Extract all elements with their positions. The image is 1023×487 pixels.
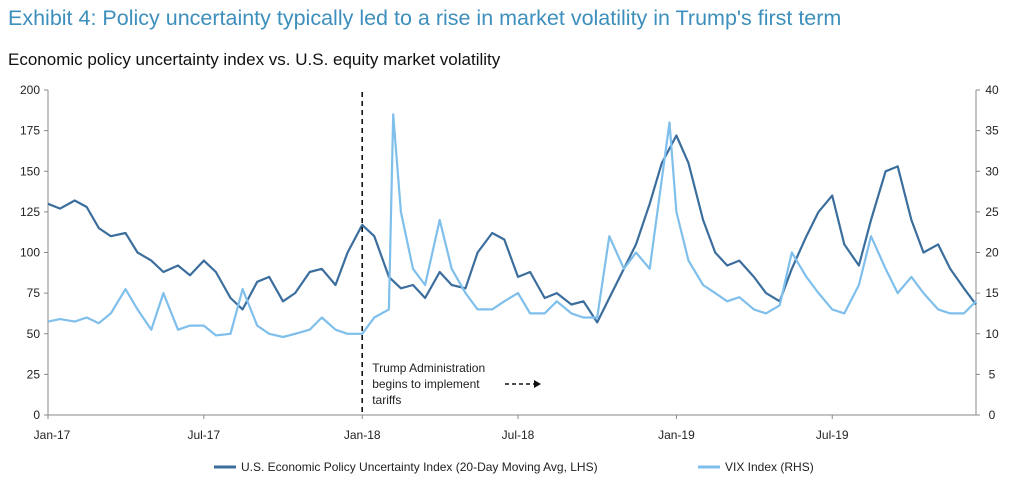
y-left-tick-label: 50 <box>27 327 41 341</box>
x-tick-label: Jul-17 <box>187 428 220 442</box>
y-left-tick-label: 75 <box>27 286 41 300</box>
y-left-tick-label: 200 <box>20 83 40 97</box>
legend-vix-label: VIX Index (RHS) <box>725 460 814 474</box>
y-right-tick-label: 10 <box>985 327 999 341</box>
vix-series-line <box>47 113 977 339</box>
y-left-tick-label: 125 <box>20 205 40 219</box>
chart-title: Exhibit 4: Policy uncertainty typically … <box>8 6 842 30</box>
epu-series-line <box>47 134 977 324</box>
y-left-tick-label: 100 <box>20 246 40 260</box>
y-right-tick-label: 5 <box>989 367 996 381</box>
annotation-text-line: tariffs <box>372 393 401 407</box>
annotation-arrowhead <box>534 380 541 388</box>
annotation-text-line: begins to implement <box>372 377 480 391</box>
legend-group: U.S. Economic Policy Uncertainty Index (… <box>214 460 814 474</box>
legend-epu-label: U.S. Economic Policy Uncertainty Index (… <box>241 460 598 474</box>
annotation-group: Trump Administration begins to implement t… <box>361 92 541 415</box>
y-right-tick-label: 35 <box>985 124 999 138</box>
chart-subtitle: Economic policy uncertainty index vs. U.… <box>8 50 501 69</box>
y-right-tick-label: 30 <box>985 164 999 178</box>
y-left-tick-label: 175 <box>20 124 40 138</box>
x-tick-label: Jan-17 <box>34 428 71 442</box>
y-right-tick-label: 40 <box>985 83 999 97</box>
x-tick-label: Jul-18 <box>502 428 535 442</box>
y-left-tick-label: 150 <box>20 164 40 178</box>
x-tick-label: Jan-18 <box>344 428 381 442</box>
axes-group: 0 25 50 75 100 125 150 175 200 0 5 10 15 20 25 30 35 40 Ja… <box>20 83 999 442</box>
annotation-text-line: Trump Administration <box>372 361 485 375</box>
x-tick-label: Jul-19 <box>816 428 849 442</box>
y-left-tick-label: 25 <box>27 367 41 381</box>
series-group <box>47 113 977 339</box>
y-right-tick-label: 0 <box>989 408 996 422</box>
y-right-tick-label: 25 <box>985 205 999 219</box>
x-tick-label: Jan-19 <box>658 428 695 442</box>
y-right-tick-label: 15 <box>985 286 999 300</box>
y-right-tick-label: 20 <box>985 246 999 260</box>
y-left-tick-label: 0 <box>33 408 40 422</box>
